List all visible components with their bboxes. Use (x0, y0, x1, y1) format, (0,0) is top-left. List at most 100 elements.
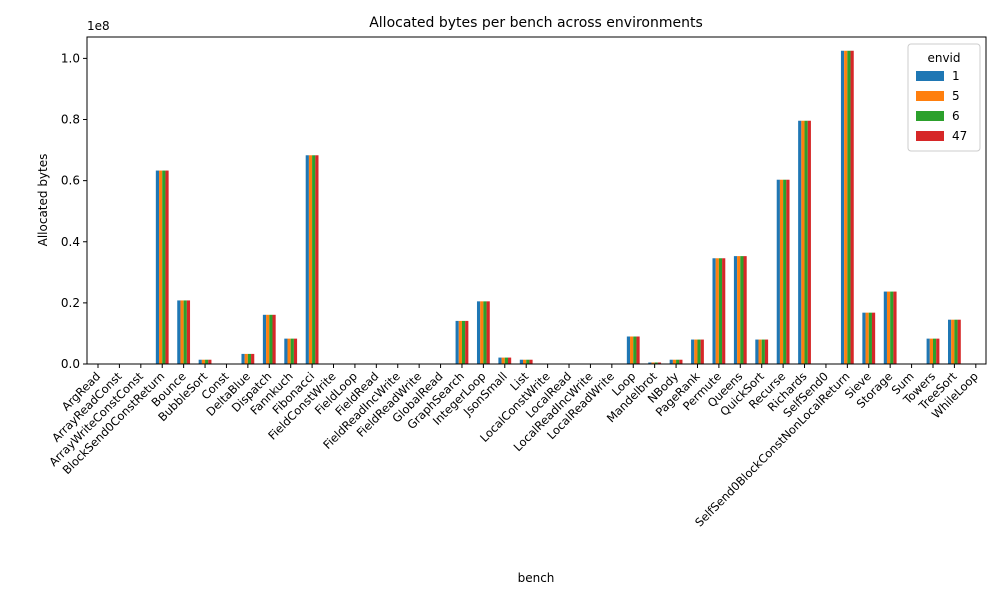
bar-block-send0-const-return-env-47 (165, 170, 169, 364)
bar-delta-blue-env-47 (251, 353, 255, 364)
bar-page-rank-env-6 (697, 339, 701, 364)
y-multiplier-label: 1e8 (87, 19, 110, 33)
bar-richards-env-6 (804, 120, 808, 365)
bar-fannkuch-env-5 (287, 338, 291, 364)
legend-title: envid (927, 51, 960, 65)
bar-page-rank-env-47 (700, 339, 704, 364)
bar-mandelbrot-env-6 (654, 362, 658, 364)
bar-nbody-env-6 (676, 359, 680, 364)
bar-fannkuch-env-47 (293, 338, 298, 364)
y-tick-label: 0.2 (61, 296, 80, 310)
bar-towers-env-1 (926, 338, 930, 364)
legend-swatch-env-1 (916, 71, 944, 81)
legend-label-env-6: 6 (952, 109, 960, 123)
bar-queens-env-6 (740, 256, 744, 364)
bar-bubble-sort-env-1 (198, 359, 202, 364)
bar-towers-env-47 (936, 338, 940, 364)
bar-storage-env-5 (886, 291, 891, 364)
bar-self-send0-block-const-non-local-return-env-6 (847, 50, 851, 364)
bar-block-send0-const-return-env-5 (159, 170, 163, 364)
bar-bounce-env-47 (186, 300, 191, 364)
bar-loop-env-5 (630, 336, 634, 364)
bar-integer-loop-env-6 (483, 301, 487, 364)
bar-storage-env-47 (893, 291, 897, 364)
bar-storage-env-6 (890, 291, 894, 364)
bar-permute-env-5 (715, 258, 719, 364)
bar-quick-sort-env-1 (755, 339, 759, 364)
bar-fibonacci-env-6 (312, 155, 316, 364)
bar-json-small-env-1 (498, 357, 502, 364)
bar-dispatch-env-6 (269, 314, 273, 364)
bar-list-env-5 (523, 359, 527, 364)
bar-loop-env-1 (626, 336, 631, 364)
bar-delta-blue-env-1 (241, 353, 245, 364)
bar-graph-search-env-6 (461, 320, 466, 364)
bar-page-rank-env-5 (694, 339, 698, 364)
bar-towers-env-5 (929, 338, 933, 364)
bar-bounce-env-1 (177, 300, 181, 364)
bar-list-env-47 (529, 359, 533, 364)
bar-block-send0-const-return-env-1 (155, 170, 160, 364)
bar-quick-sort-env-5 (758, 339, 762, 364)
bar-page-rank-env-1 (691, 339, 695, 364)
bar-json-small-env-6 (504, 357, 508, 364)
bar-nbody-env-5 (672, 359, 677, 364)
bar-queens-env-47 (743, 256, 747, 364)
bar-sieve-env-6 (868, 312, 872, 364)
bar-integer-loop-env-47 (486, 301, 490, 364)
legend-label-env-47: 47 (952, 129, 967, 143)
bar-integer-loop-env-1 (476, 301, 481, 364)
legend-swatch-env-5 (916, 91, 944, 101)
bar-loop-env-6 (633, 336, 637, 364)
bar-tree-sort-env-47 (957, 319, 961, 364)
bar-recurse-env-47 (786, 179, 790, 364)
bar-self-send0-block-const-non-local-return-env-47 (850, 50, 854, 364)
bar-dispatch-env-5 (266, 314, 270, 364)
bar-storage-env-1 (883, 291, 887, 364)
bar-dispatch-env-1 (262, 314, 267, 364)
y-axis-label: Allocated bytes (36, 154, 50, 247)
plot-frame (86, 36, 987, 365)
bar-sieve-env-1 (862, 312, 866, 364)
y-tick-label: 1.0 (61, 51, 80, 65)
bar-delta-blue-env-6 (247, 353, 252, 364)
bar-json-small-env-47 (507, 357, 512, 364)
bars-group (155, 50, 961, 365)
y-tick-label: 0.0 (61, 357, 80, 371)
bar-dispatch-env-47 (272, 314, 276, 364)
bar-bubble-sort-env-5 (201, 359, 206, 364)
bar-richards-env-47 (807, 120, 811, 365)
bar-permute-env-47 (722, 258, 726, 364)
x-axis-label: bench (518, 571, 555, 585)
bar-bounce-env-5 (180, 300, 184, 364)
bar-richards-env-5 (801, 120, 805, 365)
bar-permute-env-1 (712, 258, 716, 364)
bar-sieve-env-47 (871, 312, 876, 364)
bar-json-small-env-5 (501, 357, 505, 364)
bar-mandelbrot-env-1 (648, 362, 652, 364)
bar-fannkuch-env-1 (284, 338, 288, 364)
bar-nbody-env-47 (679, 359, 683, 364)
bar-sieve-env-5 (865, 312, 869, 364)
bar-quick-sort-env-47 (764, 339, 769, 364)
bar-integer-loop-env-5 (480, 301, 484, 364)
bar-fibonacci-env-47 (315, 155, 319, 364)
bar-mandelbrot-env-47 (657, 362, 662, 364)
legend-label-env-5: 5 (952, 89, 960, 103)
bar-self-send0-block-const-non-local-return-env-5 (844, 50, 848, 364)
bar-permute-env-6 (718, 258, 723, 364)
bar-delta-blue-env-5 (244, 353, 248, 364)
bar-self-send0-block-const-non-local-return-env-1 (840, 50, 845, 364)
bar-loop-env-47 (636, 336, 640, 364)
y-tick-label: 0.8 (61, 113, 80, 127)
bar-tree-sort-env-5 (951, 319, 955, 364)
bar-tree-sort-env-6 (954, 319, 958, 364)
bar-recurse-env-6 (783, 179, 787, 364)
legend: envid 1 5 6 47 (907, 43, 981, 152)
chart-title: Allocated bytes per bench across environ… (369, 15, 703, 31)
bar-fannkuch-env-6 (290, 338, 294, 364)
bar-graph-search-env-1 (455, 320, 459, 364)
bar-list-env-6 (526, 359, 530, 364)
y-tick-label: 0.4 (61, 235, 80, 249)
legend-swatch-env-6 (916, 111, 944, 121)
